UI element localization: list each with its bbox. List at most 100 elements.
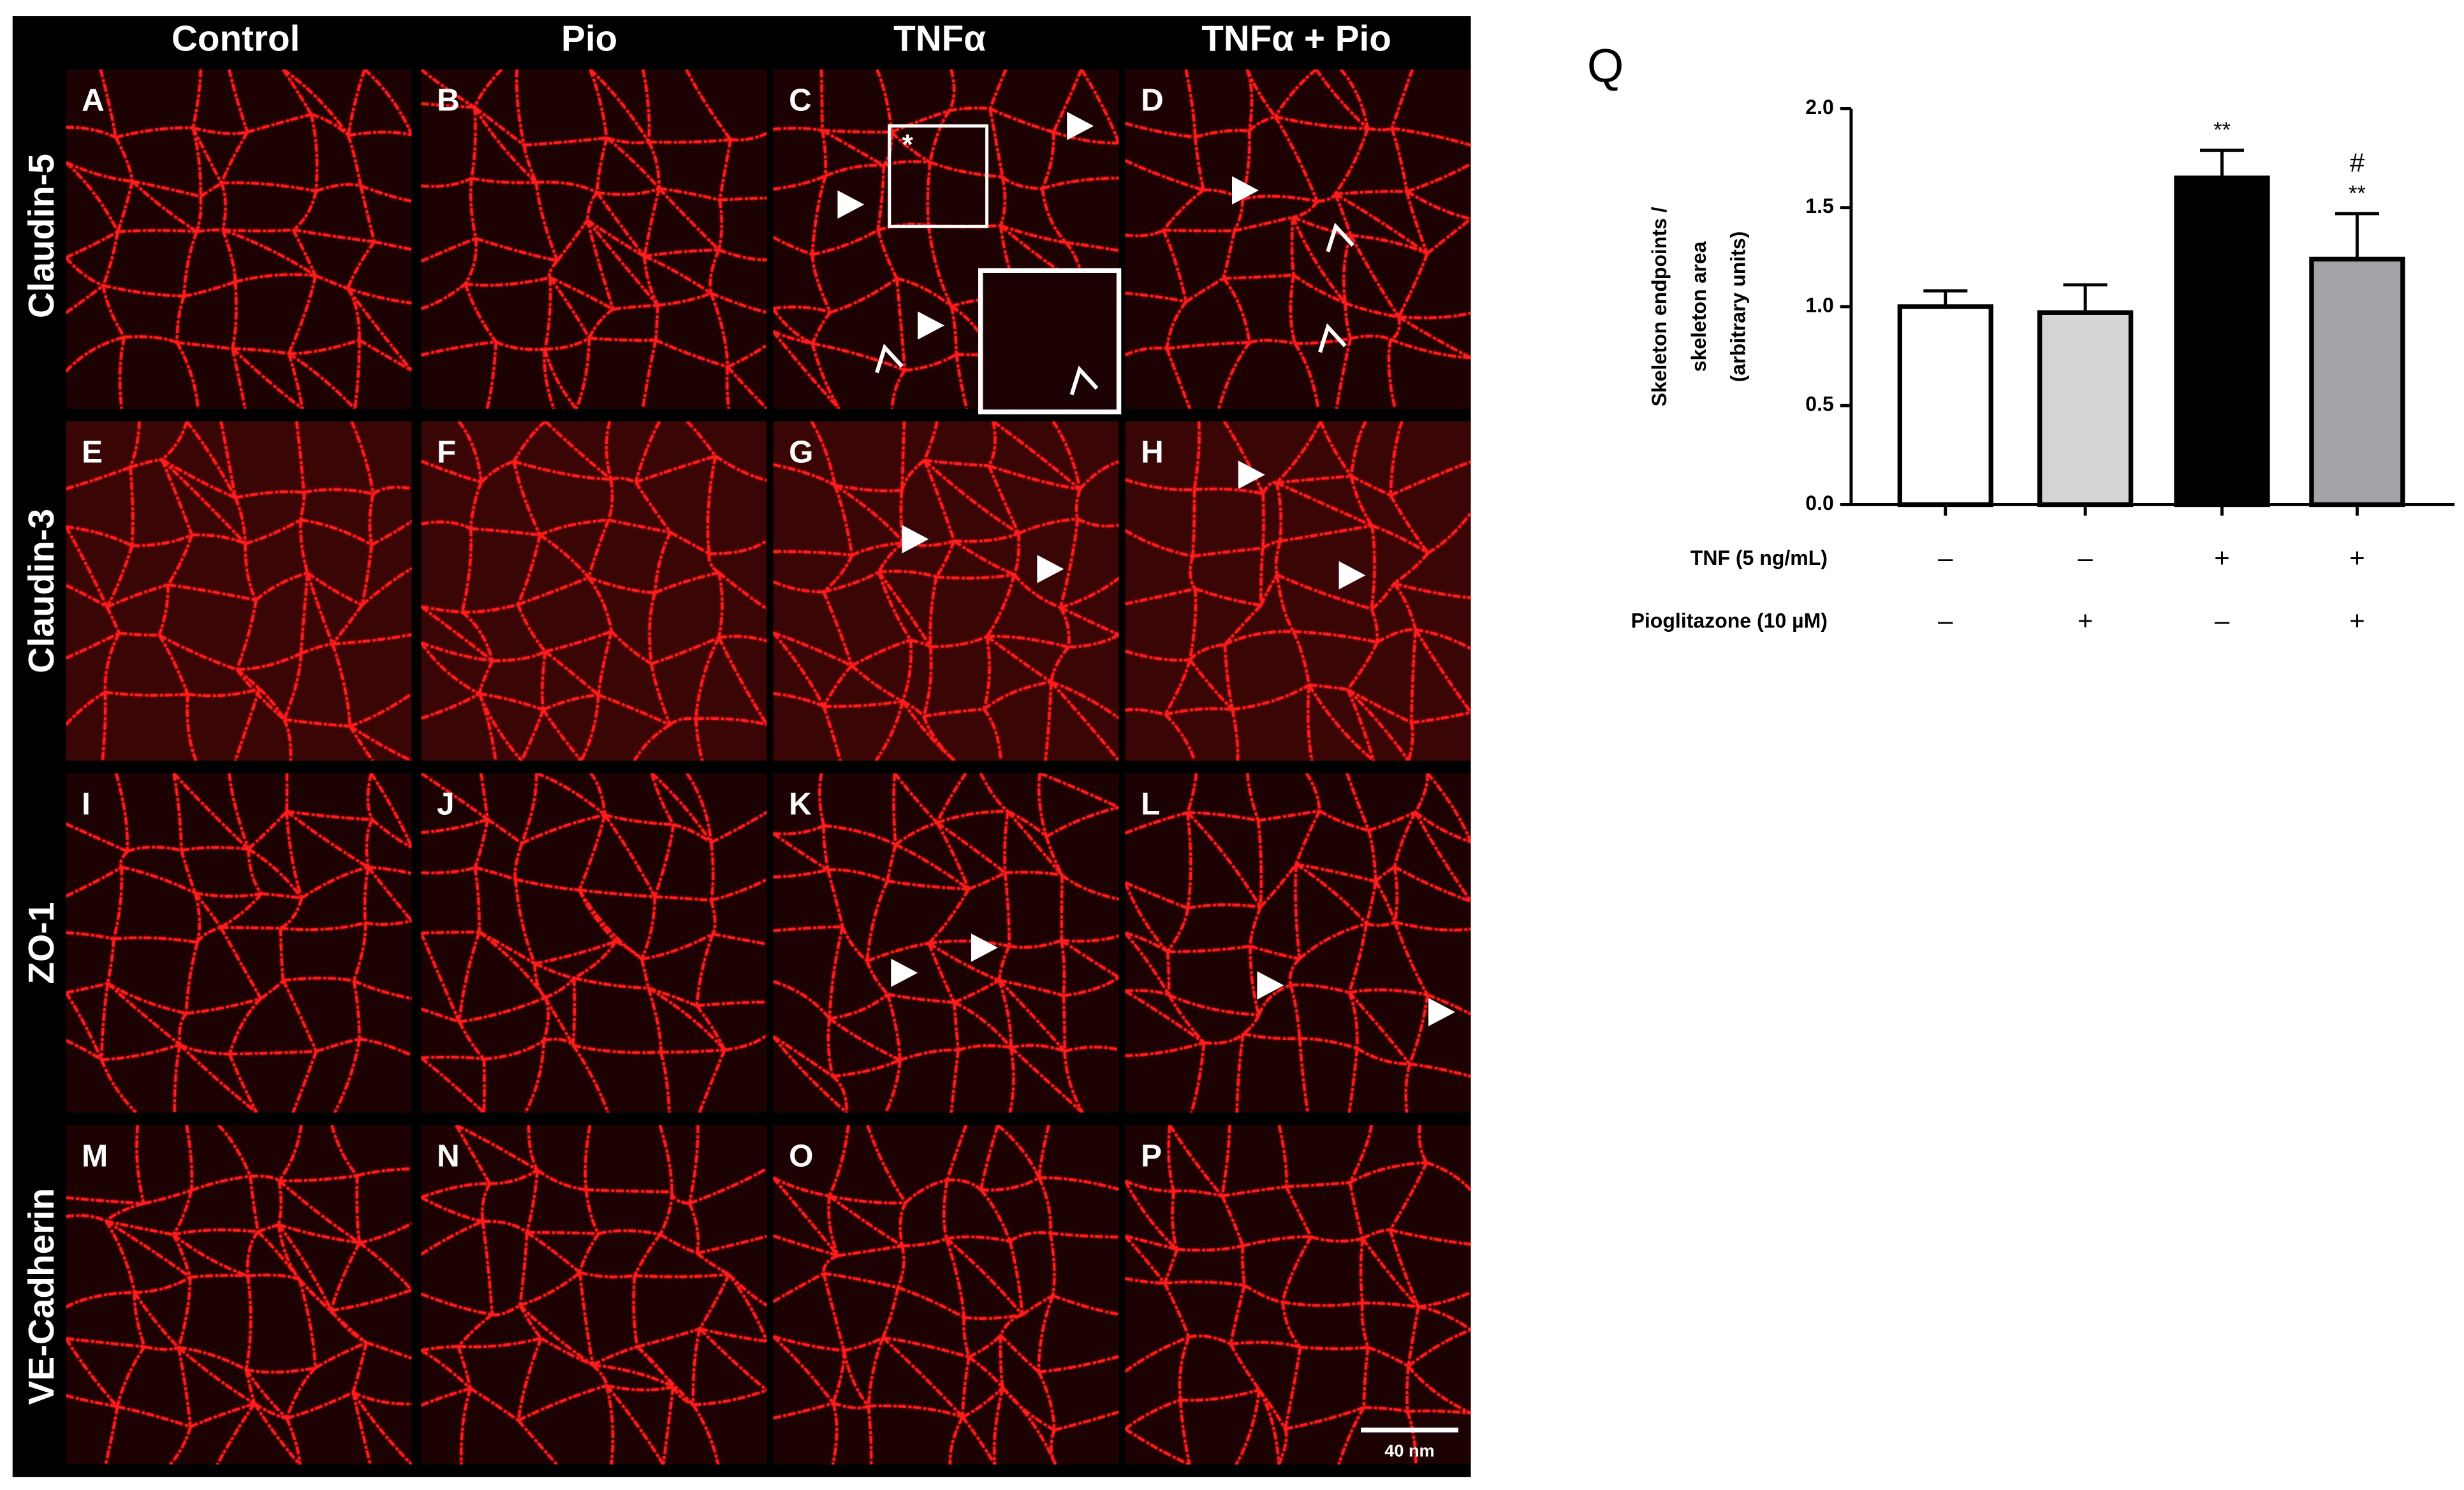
panel-letter: K — [789, 787, 812, 822]
arrowhead — [1428, 998, 1455, 1026]
inset-box — [888, 124, 989, 228]
micrograph — [1125, 69, 1471, 409]
y-tick-label: 1.0 — [1805, 293, 1834, 316]
y-axis-label: (arbitrary units) — [1726, 231, 1749, 383]
micrograph-field — [421, 1125, 767, 1465]
micrograph-field — [1125, 69, 1471, 409]
micrograph-field — [66, 421, 412, 761]
arrowhead — [971, 933, 998, 962]
condition-value: – — [2215, 605, 2230, 635]
arrowhead — [1067, 112, 1094, 140]
condition-value: + — [2078, 605, 2093, 635]
condition-value: – — [1938, 605, 1953, 635]
panel-letter: G — [789, 435, 813, 470]
cell-junctions — [1125, 773, 1471, 1113]
cell-junctions — [1125, 1125, 1471, 1465]
micrograph — [1125, 421, 1471, 761]
micrograph — [773, 421, 1119, 761]
condition-value: + — [2349, 605, 2365, 635]
column-header: Control — [172, 18, 300, 59]
panel-letter: A — [82, 83, 105, 118]
column-header: Pio — [561, 18, 617, 59]
panel-letter: H — [1141, 435, 1164, 470]
panel-label: Q — [1587, 39, 1624, 92]
panel-letter: D — [1141, 83, 1164, 118]
chevron — [875, 344, 904, 374]
y-tick-label: 2.0 — [1805, 96, 1834, 119]
arrowhead — [1338, 561, 1366, 590]
panel-letter: J — [437, 787, 454, 822]
bar — [2174, 175, 2270, 508]
row-label: Claudin-3 — [22, 509, 62, 673]
arrowhead — [902, 525, 929, 553]
micrograph — [66, 421, 412, 761]
micrograph — [421, 773, 767, 1113]
condition-label: TNF (5 ng/mL) — [1690, 546, 1828, 569]
y-axis-label: skeleton area — [1687, 240, 1710, 372]
micrograph-field — [66, 773, 412, 1113]
micrograph-field — [1125, 1125, 1471, 1465]
panel-letter: L — [1141, 787, 1160, 822]
cell-junctions — [773, 773, 1119, 1113]
y-tick-label: 1.5 — [1805, 194, 1834, 217]
micrograph-field — [421, 421, 767, 761]
bar — [1897, 304, 1993, 508]
panel-letter: B — [437, 83, 460, 118]
arrowhead — [1232, 176, 1259, 205]
micrograph — [66, 1125, 412, 1465]
significance-mark: # — [2350, 148, 2365, 178]
row-label: Claudin-5 — [22, 154, 62, 318]
row-label: VE-Cadherin — [22, 1188, 62, 1405]
arrowhead — [891, 958, 918, 987]
condition-value: – — [2078, 543, 2093, 573]
chevron — [1326, 223, 1355, 252]
y-tick-label: 0.0 — [1805, 492, 1834, 515]
arrowhead — [1257, 971, 1284, 1000]
cell-junctions — [1125, 421, 1471, 761]
panel-letter: I — [82, 787, 91, 822]
arrowhead — [837, 190, 865, 219]
column-header: TNFα — [893, 18, 986, 59]
column-header: TNFα + Pio — [1201, 18, 1391, 59]
significance-mark: ** — [2349, 182, 2366, 206]
micrograph — [1125, 773, 1471, 1113]
micrograph — [1125, 1125, 1471, 1465]
panel-letter: N — [437, 1139, 460, 1174]
cell-junctions — [1125, 69, 1471, 409]
micrograph — [421, 1125, 767, 1465]
arrowhead — [1238, 460, 1265, 489]
cell-junctions — [66, 773, 412, 1113]
y-tick-label: 0.5 — [1805, 393, 1834, 416]
micrograph — [421, 421, 767, 761]
panel-letter: C — [789, 83, 812, 118]
scale-bar-label: 40 nm — [1384, 1441, 1434, 1461]
y-axis-label: Skeleton endpoints / — [1648, 207, 1671, 406]
micrograph-field — [773, 1125, 1119, 1465]
chevron — [1318, 323, 1347, 353]
panel-letter: F — [437, 435, 456, 470]
panel-letter: O — [789, 1139, 813, 1174]
arrowhead — [918, 311, 945, 340]
cell-junctions — [773, 421, 1119, 761]
condition-value: – — [1938, 543, 1953, 573]
chevron — [1069, 365, 1099, 395]
micrograph — [66, 69, 412, 409]
arrowhead — [1037, 555, 1064, 583]
cell-junctions — [66, 69, 412, 409]
panel-letter: P — [1141, 1139, 1162, 1174]
micrograph-field — [1125, 421, 1471, 761]
row-label: ZO-1 — [22, 902, 62, 984]
inset-marker: * — [902, 129, 914, 160]
micrograph — [773, 773, 1119, 1113]
panel-letter: M — [82, 1139, 108, 1174]
cell-junctions — [66, 421, 412, 761]
cell-junctions — [66, 1125, 412, 1465]
cell-junctions — [421, 421, 767, 761]
panel-letter: E — [82, 435, 103, 470]
micrograph — [421, 69, 767, 409]
micrograph — [66, 773, 412, 1113]
significance-mark: ** — [2213, 118, 2231, 142]
cell-junctions — [773, 1125, 1119, 1465]
bar — [2309, 256, 2405, 508]
condition-label: Pioglitazone (10 µM) — [1631, 610, 1828, 632]
